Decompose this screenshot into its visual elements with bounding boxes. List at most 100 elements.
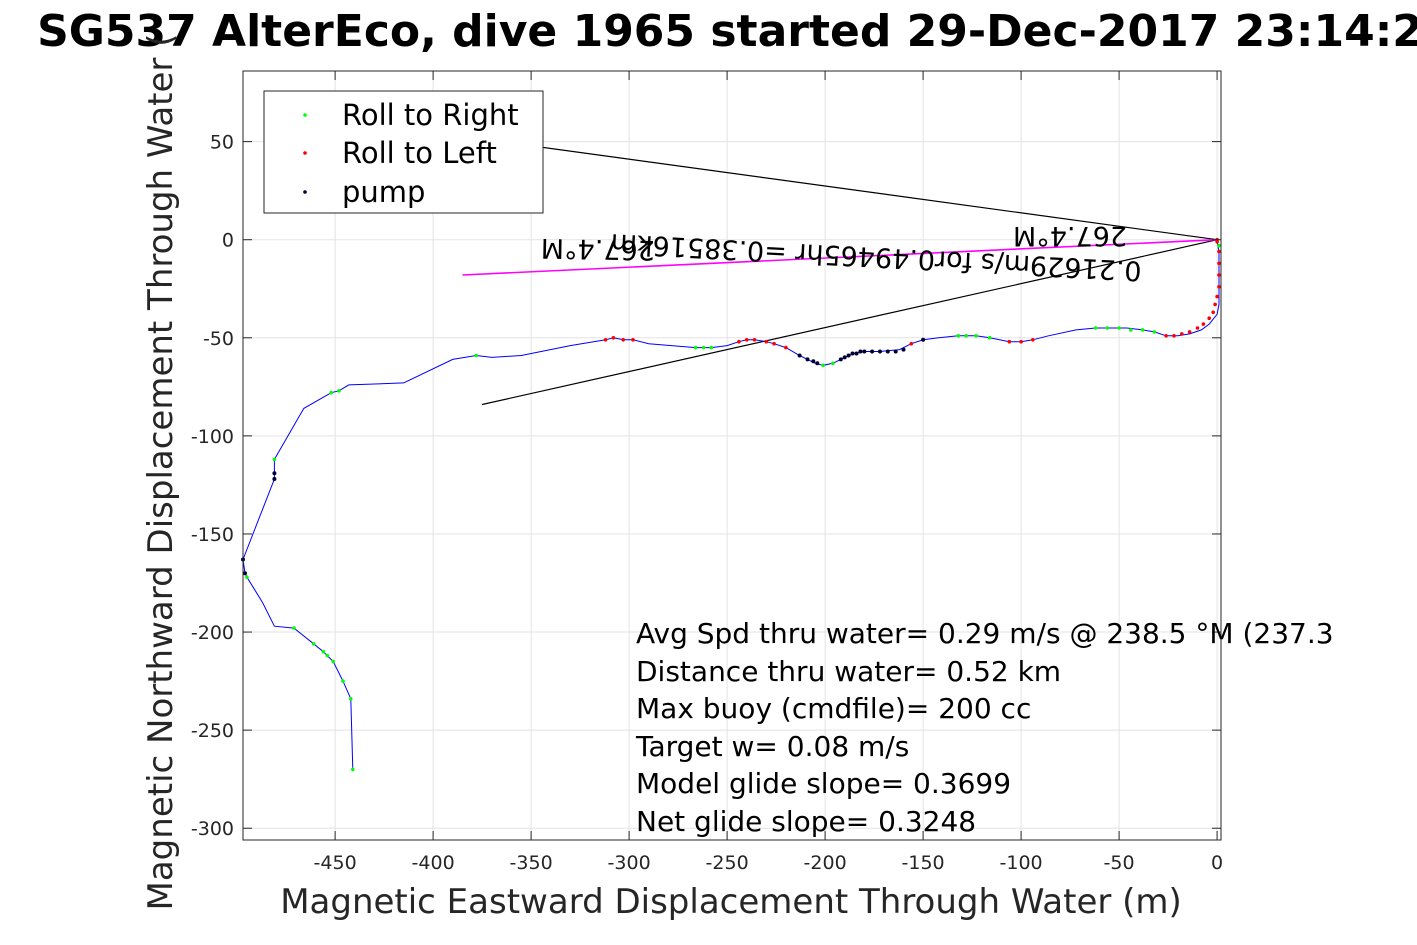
- roll-left-point: [737, 339, 741, 344]
- roll-left-point: [1217, 249, 1221, 254]
- pump-point: [846, 353, 851, 358]
- legend-marker-roll-left: [303, 151, 307, 155]
- roll-left-point: [1187, 330, 1192, 334]
- roll-left-point: [764, 339, 769, 344]
- pump-point: [850, 351, 855, 356]
- y-tick-label: -200: [191, 622, 234, 644]
- pump-point: [797, 353, 802, 358]
- y-tick-labels: 50 0 -50 -100 -150 -200 -250 -300: [191, 132, 234, 841]
- roll-right-point: [272, 457, 277, 462]
- pump-point: [885, 349, 890, 354]
- roll-right-point: [831, 361, 835, 366]
- x-tick-label: -50: [1104, 852, 1135, 874]
- roll-right-point: [693, 345, 698, 350]
- roll-left-point: [621, 338, 625, 342]
- x-tick-label: -100: [1000, 852, 1043, 874]
- marker-layer: [241, 237, 1221, 772]
- y-axis-label: Magnetic Northward Displacement Through …: [141, 34, 181, 911]
- roll-left-point: [603, 338, 608, 342]
- x-tick-label: -350: [510, 852, 553, 874]
- y-tick-label: -50: [203, 328, 234, 350]
- black-vector-line: [472, 137, 1218, 241]
- roll-left-point: [752, 338, 757, 342]
- roll-right-point: [329, 390, 334, 395]
- annotation-max-buoy: Max buoy (cmdfile)= 200 cc: [636, 692, 1031, 725]
- roll-left-point: [784, 345, 788, 350]
- pump-point: [842, 355, 847, 360]
- roll-right-point: [964, 334, 968, 338]
- roll-right-point: [474, 353, 479, 358]
- roll-right-point: [821, 363, 825, 368]
- annotation-net-glide: Net glide slope= 0.3248: [636, 805, 976, 838]
- y-tick-label: -300: [191, 818, 234, 840]
- pump-point: [878, 349, 882, 354]
- current-vector-line: [462, 238, 1218, 276]
- roll-left-point: [1211, 310, 1215, 315]
- heading-label-right: 267.4°M: [1013, 220, 1127, 251]
- annotation-model-glide: Model glide slope= 0.3699: [636, 767, 1011, 800]
- roll-right-point: [1093, 326, 1098, 330]
- roll-right-point: [351, 767, 355, 772]
- roll-left-point: [1172, 334, 1176, 338]
- pump-point: [893, 349, 898, 354]
- annotation-avg-speed: Avg Spd thru water= 0.29 m/s @ 238.5 °M …: [636, 617, 1334, 650]
- x-tick-label: -450: [314, 852, 357, 874]
- x-tick-label: -400: [412, 852, 455, 874]
- x-tick-label: -200: [804, 852, 847, 874]
- roll-left-point: [1215, 294, 1219, 299]
- roll-left-point: [1180, 332, 1184, 336]
- roll-left-point: [772, 341, 776, 346]
- roll-right-point: [956, 334, 961, 338]
- pump-point: [272, 471, 277, 476]
- y-tick-label: 0: [222, 230, 234, 252]
- roll-right-point: [341, 679, 345, 683]
- roll-left-point: [1195, 326, 1200, 330]
- heading-label-left: 267.4°M: [541, 232, 656, 265]
- pump-point: [858, 349, 863, 354]
- roll-right-point: [1129, 328, 1133, 332]
- roll-right-point: [349, 697, 353, 701]
- roll-right-point: [292, 626, 296, 630]
- roll-right-point: [709, 345, 714, 350]
- pump-point: [805, 357, 810, 362]
- roll-left-point: [1031, 338, 1035, 342]
- x-tick-label: -250: [706, 852, 749, 874]
- pump-point: [243, 571, 247, 576]
- roll-left-point: [631, 338, 635, 342]
- annotation-target-w: Target w= 0.08 m/s: [635, 730, 909, 763]
- roll-right-point: [974, 334, 978, 338]
- roll-left-point: [909, 341, 914, 346]
- roll-left-point: [611, 336, 616, 340]
- roll-left-point: [1201, 322, 1206, 326]
- y-tick-label: -150: [191, 524, 234, 546]
- pump-point: [901, 347, 906, 352]
- pump-point: [921, 337, 926, 342]
- roll-right-point: [1140, 328, 1145, 332]
- y-tick-label: 50: [210, 132, 234, 154]
- legend-label-pump: pump: [342, 175, 425, 209]
- pump-point: [870, 349, 875, 354]
- roll-right-point: [245, 575, 249, 579]
- roll-left-point: [1019, 339, 1023, 344]
- roll-right-point: [311, 642, 316, 646]
- roll-right-point: [1217, 243, 1221, 248]
- roll-right-point: [1105, 326, 1110, 330]
- roll-right-point: [1152, 330, 1157, 334]
- tick-marks: [243, 71, 1221, 840]
- roll-left-point: [1164, 334, 1168, 338]
- legend-label-roll-left: Roll to Left: [342, 136, 497, 170]
- roll-left-point: [1207, 316, 1211, 321]
- y-tick-label: -250: [191, 720, 234, 742]
- pump-point: [862, 349, 867, 354]
- roll-left-point: [1217, 261, 1221, 266]
- x-tick-label: 0: [1211, 852, 1223, 874]
- x-tick-label: -300: [608, 852, 651, 874]
- pump-point: [811, 359, 816, 364]
- legend-label-roll-right: Roll to Right: [342, 98, 519, 132]
- legend-marker-roll-right: [303, 113, 307, 117]
- pump-point: [272, 477, 277, 481]
- pump-point: [838, 357, 843, 362]
- roll-left-point: [1213, 302, 1217, 307]
- roll-right-point: [1117, 326, 1121, 330]
